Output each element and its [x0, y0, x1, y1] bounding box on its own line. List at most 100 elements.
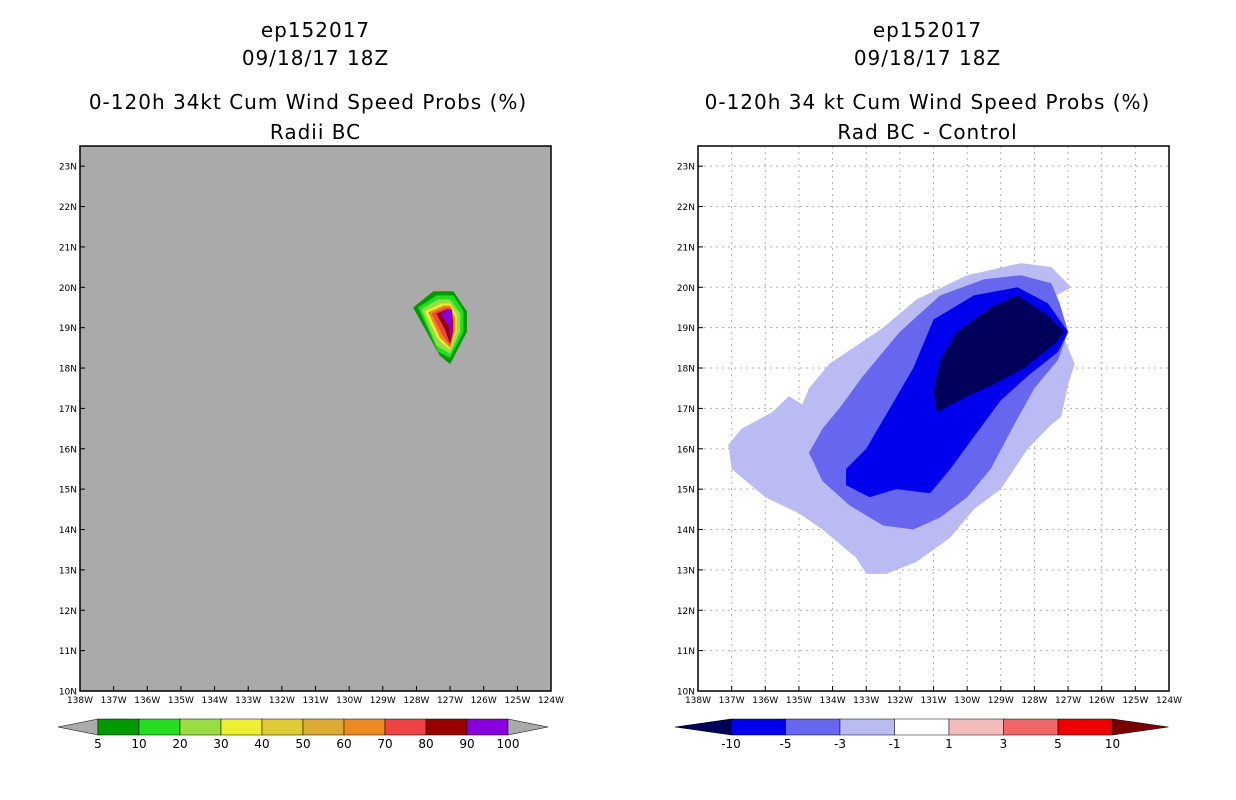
- right-map-panel: 10N 11N 12N 13N 14N 15N 16N 17N 18N 19N 20N 21N 22N 2…: [677, 145, 1182, 706]
- contour-level--10: [933, 295, 1065, 413]
- lon-tick-label: 131W: [920, 696, 946, 706]
- lat-tick-label: 23N: [59, 163, 77, 173]
- right-subtitle: Rad BC - Control: [837, 120, 1018, 144]
- right-lat-axis: 10N 11N 12N 13N 14N 15N 16N 17N 18N 19N 20N 21N 22N 2…: [677, 163, 703, 698]
- left-lat-axis: 10N 11N 12N 13N 14N 15N 16N 17N 18N 19N 20N 21N 22N 2…: [59, 163, 85, 698]
- colorbar-label: 50: [295, 737, 310, 751]
- lat-tick-label: 16N: [59, 445, 77, 455]
- lon-tick-label: 136W: [752, 696, 778, 706]
- colorbar-label: 80: [418, 737, 433, 751]
- lat-tick-label: 22N: [677, 203, 695, 213]
- colorbar-low-arrow: [57, 718, 99, 736]
- right-datetime: 09/18/17 18Z: [853, 46, 1002, 70]
- lon-tick-label: 125W: [504, 696, 530, 706]
- lon-tick-label: 135W: [168, 696, 194, 706]
- lat-tick-label: 17N: [59, 405, 77, 415]
- lat-tick-label: 17N: [677, 405, 695, 415]
- lat-tick-label: 12N: [677, 607, 695, 617]
- lon-tick-label: 130W: [954, 696, 980, 706]
- lon-tick-label: 131W: [302, 696, 328, 706]
- colorbar-swatch: [785, 718, 841, 736]
- colorbar-swatch: [425, 718, 468, 736]
- lon-tick-label: 129W: [988, 696, 1014, 706]
- lon-tick-label: 125W: [1122, 696, 1148, 706]
- lat-tick-label: 16N: [677, 445, 695, 455]
- lon-tick-label: 137W: [101, 696, 127, 706]
- left-map-panel: 10N 11N 12N 13N 14N 15N 16N 17N 18N 19N 20N 21N 22N 2…: [59, 145, 564, 706]
- lon-tick-label: 130W: [336, 696, 362, 706]
- left-colorbar: 5 10 20 30 40 50 60 70 80 90 100: [57, 718, 549, 751]
- lon-tick-label: 133W: [235, 696, 261, 706]
- left-map-background: [80, 146, 551, 691]
- right-storm-id: ep152017: [872, 18, 983, 42]
- lat-tick-label: 19N: [59, 324, 77, 334]
- lat-tick-label: 11N: [677, 647, 695, 657]
- lon-tick-label: 124W: [538, 696, 564, 706]
- colorbar-label: -5: [780, 737, 792, 751]
- colorbar-label: 3: [1000, 737, 1008, 751]
- colorbar-label: 10: [131, 737, 146, 751]
- colorbar-label: 5: [1054, 737, 1062, 751]
- colorbar-swatch: [302, 718, 345, 736]
- right-lon-axis: 138W 137W 136W 135W 134W 133W 132W 131W 130W 129W…: [685, 686, 1182, 706]
- lat-tick-label: 22N: [59, 203, 77, 213]
- lat-tick-label: 15N: [59, 486, 77, 496]
- colorbar-swatch: [466, 718, 509, 736]
- lat-tick-label: 12N: [59, 607, 77, 617]
- lon-tick-label: 138W: [67, 696, 93, 706]
- colorbar-swatch: [261, 718, 304, 736]
- lat-tick-label: 15N: [677, 486, 695, 496]
- colorbar-label: 20: [172, 737, 187, 751]
- colorbar-label: 70: [377, 737, 392, 751]
- colorbar-label: -1: [889, 737, 901, 751]
- lat-tick-label: 21N: [677, 243, 695, 253]
- lon-tick-label: 127W: [437, 696, 463, 706]
- lon-tick-label: 137W: [719, 696, 745, 706]
- colorbar-high-arrow: [1112, 718, 1169, 736]
- left-subtitle: Radii BC: [269, 120, 362, 144]
- lat-tick-label: 20N: [677, 284, 695, 294]
- right-colorbar: -10 -5 -3 -1 1 3 5 10: [674, 718, 1169, 751]
- lat-tick-label: 10N: [59, 688, 77, 698]
- lon-tick-label: 134W: [202, 696, 228, 706]
- contour-level-90: [440, 309, 452, 338]
- colorbar-label: 60: [336, 737, 351, 751]
- colorbar-swatch: [138, 718, 181, 736]
- left-probability-contours: [413, 291, 467, 364]
- lat-tick-label: 20N: [59, 284, 77, 294]
- colorbar-label: 10: [1105, 737, 1120, 751]
- lat-tick-label: 14N: [59, 526, 77, 536]
- left-title: 0-120h 34kt Cum Wind Speed Probs (%): [88, 90, 528, 114]
- lon-tick-label: 134W: [820, 696, 846, 706]
- lat-tick-label: 13N: [59, 566, 77, 576]
- colorbar-label: 90: [459, 737, 474, 751]
- colorbar-swatch: [730, 718, 786, 736]
- colorbar-label: 40: [254, 737, 269, 751]
- lat-tick-label: 19N: [677, 324, 695, 334]
- lon-tick-label: 124W: [1156, 696, 1182, 706]
- colorbar-label: 5: [94, 737, 102, 751]
- right-title: 0-120h 34 kt Cum Wind Speed Probs (%): [704, 90, 1151, 114]
- colorbar-swatch: [343, 718, 386, 736]
- lon-tick-label: 126W: [1089, 696, 1115, 706]
- lat-tick-label: 23N: [677, 163, 695, 173]
- colorbar-swatch: [839, 718, 895, 736]
- colorbar-label: -10: [721, 737, 741, 751]
- left-storm-id: ep152017: [260, 18, 371, 42]
- left-lon-axis: 138W 137W 136W 135W 134W 133W 132W 131W 130W 129W…: [67, 686, 564, 706]
- lon-tick-label: 128W: [403, 696, 429, 706]
- colorbar-swatch: [220, 718, 263, 736]
- lat-tick-label: 13N: [677, 566, 695, 576]
- colorbar-swatch: [1057, 718, 1113, 736]
- lon-tick-label: 127W: [1055, 696, 1081, 706]
- lat-tick-label: 18N: [59, 365, 77, 375]
- lon-tick-label: 138W: [685, 696, 711, 706]
- colorbar-label: -3: [834, 737, 846, 751]
- left-datetime: 09/18/17 18Z: [241, 46, 390, 70]
- colorbar-swatch: [97, 718, 140, 736]
- colorbar-swatch: [384, 718, 427, 736]
- lon-tick-label: 132W: [269, 696, 295, 706]
- lon-tick-label: 132W: [887, 696, 913, 706]
- lon-tick-label: 128W: [1021, 696, 1047, 706]
